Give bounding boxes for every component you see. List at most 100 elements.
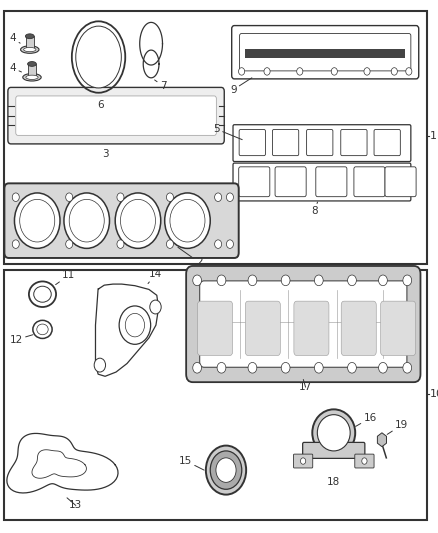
FancyBboxPatch shape [355,454,374,468]
FancyBboxPatch shape [303,442,365,458]
Circle shape [66,193,73,201]
Circle shape [226,193,233,201]
Circle shape [115,193,161,248]
Ellipse shape [206,446,246,495]
FancyBboxPatch shape [200,281,407,367]
FancyBboxPatch shape [272,130,299,156]
Circle shape [117,240,124,248]
Text: 3: 3 [102,149,109,159]
Circle shape [215,193,222,201]
FancyBboxPatch shape [354,167,385,197]
Text: 14: 14 [148,269,162,284]
Circle shape [14,193,60,248]
Text: 4: 4 [10,34,20,43]
Ellipse shape [317,415,350,451]
Bar [26,36,34,48]
Text: 11: 11 [56,270,75,285]
Text: 6: 6 [97,100,104,110]
Ellipse shape [28,61,36,67]
Circle shape [403,275,412,286]
Circle shape [66,240,73,248]
Circle shape [69,199,104,242]
FancyBboxPatch shape [307,130,333,156]
Text: 2: 2 [178,247,203,268]
FancyBboxPatch shape [8,87,224,144]
Circle shape [170,199,205,242]
Ellipse shape [26,75,38,79]
Circle shape [217,275,226,286]
Circle shape [314,362,323,373]
Circle shape [166,193,173,201]
Text: 18: 18 [327,477,340,487]
Ellipse shape [34,286,51,302]
FancyBboxPatch shape [341,301,376,356]
Circle shape [248,275,257,286]
FancyBboxPatch shape [374,130,400,156]
Circle shape [348,275,357,286]
Ellipse shape [37,324,48,335]
Circle shape [378,275,387,286]
Circle shape [165,193,210,248]
Circle shape [348,362,357,373]
Bar [28,64,36,76]
Ellipse shape [312,409,355,456]
Circle shape [193,362,201,373]
FancyBboxPatch shape [198,301,233,356]
Circle shape [12,193,19,201]
Text: 1: 1 [430,131,437,141]
Text: 15: 15 [179,456,204,470]
Ellipse shape [210,451,242,489]
Circle shape [117,193,124,201]
Ellipse shape [216,458,236,482]
Ellipse shape [25,34,34,39]
Circle shape [281,362,290,373]
Text: 17: 17 [299,379,312,392]
Text: 19: 19 [387,420,408,434]
Circle shape [264,68,270,75]
Text: 13: 13 [67,498,82,511]
Text: 4: 4 [10,63,21,73]
FancyBboxPatch shape [294,301,329,356]
Circle shape [248,362,257,373]
Text: 5: 5 [213,124,242,140]
FancyBboxPatch shape [381,301,416,356]
Circle shape [364,68,370,75]
Text: 10: 10 [430,390,438,399]
Circle shape [331,68,337,75]
FancyBboxPatch shape [240,34,411,71]
Circle shape [64,193,110,248]
Circle shape [20,199,55,242]
Circle shape [193,275,201,286]
Bar [4,270,427,520]
FancyBboxPatch shape [245,301,280,356]
Ellipse shape [24,47,36,52]
Bar [245,49,405,58]
FancyBboxPatch shape [4,183,239,258]
Circle shape [217,362,226,373]
Circle shape [406,68,412,75]
Text: 16: 16 [356,413,377,426]
Ellipse shape [76,26,121,88]
Bar [4,11,427,264]
Circle shape [403,362,412,373]
Circle shape [215,240,222,248]
Text: 12: 12 [10,335,33,345]
Circle shape [281,275,290,286]
Ellipse shape [23,74,41,81]
Text: 9: 9 [230,78,252,95]
Text: 8: 8 [311,202,318,216]
FancyBboxPatch shape [293,454,313,468]
Circle shape [239,68,245,75]
Circle shape [378,362,387,373]
Circle shape [300,458,306,464]
Circle shape [391,68,397,75]
FancyBboxPatch shape [316,167,347,197]
Circle shape [297,68,303,75]
Circle shape [94,358,106,372]
FancyBboxPatch shape [275,167,306,197]
Ellipse shape [21,46,39,53]
FancyBboxPatch shape [239,130,265,156]
Text: 7: 7 [155,80,166,91]
FancyBboxPatch shape [186,266,420,382]
Circle shape [150,300,161,314]
